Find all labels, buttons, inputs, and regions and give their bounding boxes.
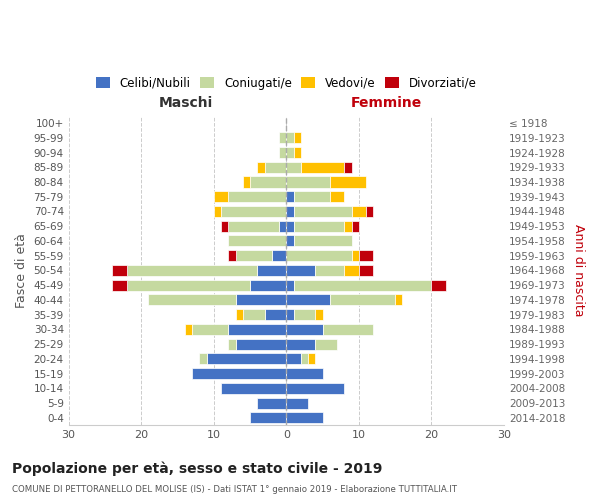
Bar bbox=[301, 354, 308, 364]
Text: Femmine: Femmine bbox=[351, 96, 422, 110]
Bar bbox=[308, 354, 316, 364]
Bar bbox=[286, 265, 316, 276]
Bar bbox=[323, 324, 373, 335]
Bar bbox=[185, 324, 192, 335]
Bar bbox=[359, 250, 373, 261]
Bar bbox=[221, 206, 286, 217]
Bar bbox=[243, 309, 265, 320]
Bar bbox=[286, 294, 330, 306]
Legend: Celibi/Nubili, Coniugati/e, Vedovi/e, Divorziati/e: Celibi/Nubili, Coniugati/e, Vedovi/e, Di… bbox=[92, 72, 481, 94]
Bar bbox=[228, 250, 236, 261]
Bar bbox=[286, 250, 352, 261]
Bar bbox=[316, 309, 323, 320]
Bar bbox=[228, 338, 236, 349]
Bar bbox=[279, 147, 286, 158]
Bar bbox=[228, 324, 286, 335]
Text: Popolazione per età, sesso e stato civile - 2019: Popolazione per età, sesso e stato civil… bbox=[12, 461, 382, 475]
Bar bbox=[293, 280, 431, 290]
Bar bbox=[236, 250, 272, 261]
Bar bbox=[228, 220, 279, 232]
Bar bbox=[316, 265, 344, 276]
Bar bbox=[286, 309, 293, 320]
Bar bbox=[257, 265, 286, 276]
Bar bbox=[344, 265, 359, 276]
Bar bbox=[127, 265, 257, 276]
Bar bbox=[330, 176, 366, 188]
Bar bbox=[192, 324, 228, 335]
Bar bbox=[250, 280, 286, 290]
Bar bbox=[265, 309, 286, 320]
Bar bbox=[221, 220, 228, 232]
Bar bbox=[112, 280, 127, 290]
Bar bbox=[286, 132, 293, 143]
Bar bbox=[286, 354, 301, 364]
Bar bbox=[272, 250, 286, 261]
Bar bbox=[112, 265, 127, 276]
Bar bbox=[214, 191, 228, 202]
Bar bbox=[286, 280, 293, 290]
Bar bbox=[228, 191, 286, 202]
Bar bbox=[192, 368, 286, 379]
Bar bbox=[257, 398, 286, 408]
Text: Maschi: Maschi bbox=[159, 96, 214, 110]
Bar bbox=[352, 220, 359, 232]
Bar bbox=[293, 147, 301, 158]
Bar bbox=[214, 206, 221, 217]
Bar bbox=[228, 236, 286, 246]
Bar bbox=[279, 132, 286, 143]
Bar bbox=[316, 338, 337, 349]
Bar bbox=[293, 220, 344, 232]
Bar bbox=[301, 162, 344, 173]
Bar bbox=[330, 294, 395, 306]
Bar bbox=[279, 220, 286, 232]
Bar bbox=[127, 280, 250, 290]
Bar bbox=[286, 236, 293, 246]
Bar bbox=[286, 162, 301, 173]
Bar bbox=[221, 383, 286, 394]
Bar bbox=[366, 206, 373, 217]
Bar bbox=[286, 206, 293, 217]
Bar bbox=[344, 220, 352, 232]
Bar bbox=[236, 294, 286, 306]
Bar bbox=[395, 294, 403, 306]
Bar bbox=[293, 132, 301, 143]
Bar bbox=[359, 265, 373, 276]
Bar bbox=[293, 309, 316, 320]
Bar bbox=[344, 162, 352, 173]
Bar bbox=[293, 191, 330, 202]
Bar bbox=[206, 354, 286, 364]
Bar bbox=[265, 162, 286, 173]
Bar bbox=[286, 368, 323, 379]
Bar bbox=[148, 294, 236, 306]
Y-axis label: Anni di nascita: Anni di nascita bbox=[572, 224, 585, 316]
Bar bbox=[286, 412, 323, 424]
Bar bbox=[286, 398, 308, 408]
Bar bbox=[286, 147, 293, 158]
Bar bbox=[250, 412, 286, 424]
Bar bbox=[199, 354, 206, 364]
Bar bbox=[243, 176, 250, 188]
Bar bbox=[293, 206, 352, 217]
Bar bbox=[236, 309, 243, 320]
Y-axis label: Fasce di età: Fasce di età bbox=[15, 233, 28, 308]
Bar bbox=[286, 191, 293, 202]
Bar bbox=[286, 383, 344, 394]
Bar bbox=[330, 191, 344, 202]
Bar bbox=[250, 176, 286, 188]
Bar bbox=[352, 206, 366, 217]
Bar bbox=[257, 162, 265, 173]
Bar bbox=[293, 236, 352, 246]
Bar bbox=[352, 250, 359, 261]
Bar bbox=[286, 324, 323, 335]
Text: COMUNE DI PETTORANELLO DEL MOLISE (IS) - Dati ISTAT 1° gennaio 2019 - Elaborazio: COMUNE DI PETTORANELLO DEL MOLISE (IS) -… bbox=[12, 486, 457, 494]
Bar bbox=[286, 338, 316, 349]
Bar bbox=[431, 280, 446, 290]
Bar bbox=[286, 220, 293, 232]
Bar bbox=[286, 176, 330, 188]
Bar bbox=[236, 338, 286, 349]
